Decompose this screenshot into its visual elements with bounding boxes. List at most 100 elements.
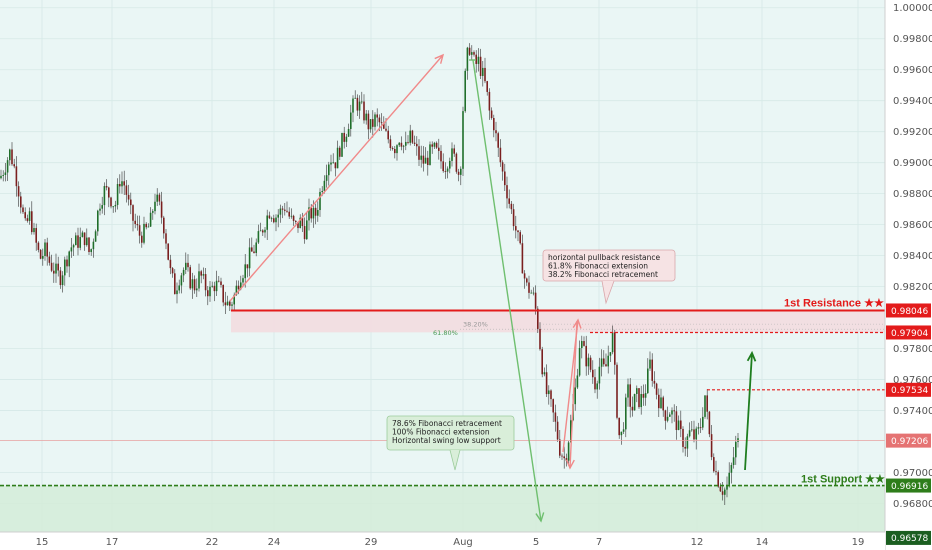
pullback-down-arrow-shaft (569, 320, 578, 469)
candle-down (288, 211, 290, 217)
candle-up (697, 427, 700, 429)
candle-down (497, 133, 499, 148)
candle-down (400, 142, 403, 147)
candle-down (655, 383, 658, 395)
candle-up (264, 229, 266, 233)
candle-up (325, 175, 328, 181)
candle-down (187, 262, 189, 268)
candle-down (444, 171, 447, 172)
candle-down (169, 259, 172, 269)
candle-up (255, 242, 257, 253)
candle-down (585, 345, 587, 367)
candle-down (132, 205, 134, 221)
candle-down (136, 224, 139, 226)
candle-down (717, 472, 719, 487)
candle-up (275, 217, 277, 223)
candle-down (391, 148, 394, 149)
target-arrow-shaft (744, 352, 753, 471)
candle-down (519, 232, 521, 244)
candle-down (504, 171, 506, 186)
candle-down (13, 164, 15, 167)
candle-down (50, 262, 53, 271)
candle-down (15, 166, 18, 187)
candle-up (182, 269, 185, 276)
candle-down (501, 162, 504, 172)
candle-up (409, 130, 411, 143)
candle-up (92, 241, 95, 250)
candle-down (339, 147, 341, 157)
candle-down (422, 155, 425, 164)
candle-down (662, 397, 664, 411)
candle-down (592, 369, 594, 378)
candle-down (673, 410, 675, 412)
pullback-price-box (886, 325, 931, 340)
resistance-label: 1st Resistance ★★ (784, 297, 884, 309)
candle-up (75, 235, 77, 246)
support-note-pointer (449, 449, 461, 471)
candle-up (358, 101, 361, 111)
y-tick-label: 1.00000 (893, 3, 932, 14)
candle-down (385, 128, 387, 131)
candle-down (554, 412, 557, 422)
candle-down (453, 148, 455, 154)
y-tick-label: 0.98600 (893, 220, 932, 231)
candle-down (224, 302, 227, 306)
candle-up (202, 274, 205, 276)
candle-down (675, 411, 678, 430)
candle-down (710, 434, 713, 458)
candle-down (46, 242, 48, 257)
resistance-note-pointer (601, 280, 615, 305)
candle-down (204, 274, 207, 291)
candle-up (374, 114, 376, 127)
candle-up (611, 332, 614, 353)
candle-up (185, 262, 187, 270)
candle-up (669, 414, 671, 417)
candle-down (721, 491, 724, 495)
candle-up (156, 194, 158, 202)
uptrend-arrow-head (434, 53, 445, 64)
candle-down (552, 399, 554, 413)
candle-down (295, 220, 297, 222)
candle-down (631, 406, 634, 411)
candle-up (86, 237, 88, 246)
candle-down (708, 411, 711, 435)
candle-up (464, 70, 466, 112)
candle-up (627, 384, 629, 398)
candle-up (350, 112, 352, 129)
y-tick-label: 0.98400 (893, 251, 932, 262)
candle-down (427, 157, 429, 165)
candle-down (508, 198, 510, 204)
candle-up (323, 180, 326, 192)
candle-down (123, 181, 125, 186)
current-price-box (886, 433, 931, 448)
support-price-box (886, 478, 931, 493)
candle-down (108, 187, 110, 198)
candle-up (548, 390, 550, 395)
candle-up (90, 249, 92, 253)
candle-up (336, 147, 339, 169)
candle-up (396, 145, 398, 154)
candle-down (367, 113, 370, 130)
candle-down (651, 359, 653, 381)
x-tick-label: Aug (453, 537, 473, 548)
candle-up (64, 259, 66, 276)
candle-down (517, 230, 519, 233)
candle-down (523, 273, 526, 279)
candle-up (112, 206, 114, 208)
support-zone (0, 485, 885, 538)
x-tick-label: 5 (533, 537, 539, 548)
candle-down (438, 147, 440, 151)
candle-up (191, 279, 194, 289)
support-note-line: 78.6% Fibonacci retracement (392, 419, 502, 428)
candle-up (55, 263, 57, 274)
candle-up (596, 383, 598, 390)
candle-down (559, 439, 561, 456)
candle-up (299, 217, 301, 229)
candle-up (702, 416, 704, 428)
candle-down (565, 458, 568, 461)
candle-up (103, 186, 106, 206)
candle-up (215, 280, 218, 292)
candle-up (347, 128, 350, 137)
